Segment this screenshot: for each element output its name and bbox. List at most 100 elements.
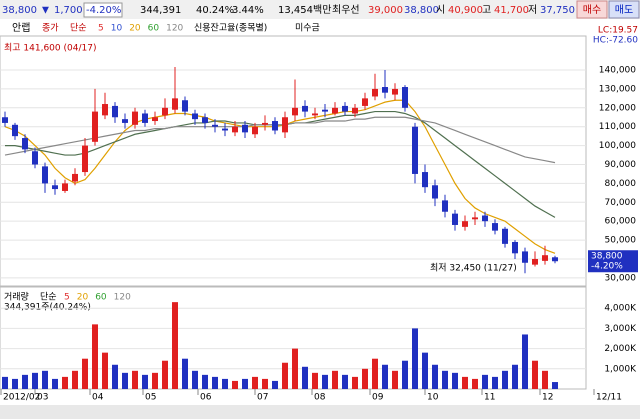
candle-body: [382, 87, 388, 93]
candle-body: [182, 100, 188, 112]
volume-bar: [412, 328, 418, 389]
candle-body: [222, 128, 228, 131]
high: 41,700: [494, 5, 529, 16]
volume-bar: [252, 376, 258, 389]
candle-body: [282, 117, 288, 133]
candle-body: [232, 126, 238, 133]
ma-type: 단순: [70, 23, 87, 34]
candle-body: [42, 166, 48, 184]
turnover: 3.44%: [232, 5, 264, 16]
x-tick-label: 2012/02: [3, 393, 40, 403]
volume-bar: [372, 358, 378, 389]
volume-bar: [102, 352, 108, 389]
candle-body: [2, 117, 8, 123]
x-tick-label: 06: [200, 393, 212, 403]
x-tick-label: 11: [484, 393, 495, 403]
sell-button[interactable]: [608, 0, 640, 19]
volume-bar: [52, 378, 58, 389]
volume-bar: [552, 382, 558, 389]
volume-bar: [462, 376, 468, 389]
x-tick-label: 12/11: [596, 393, 622, 403]
y-tick-label: 2,000K: [604, 344, 637, 354]
volume-bar: [132, 370, 138, 389]
last-pct: -4.20%: [591, 262, 623, 272]
candle-body: [192, 113, 198, 120]
price-type: 종가: [42, 23, 59, 34]
volume-bar: [92, 324, 98, 389]
volume-bar: [222, 378, 228, 389]
candle-body: [492, 223, 498, 231]
best-label: 최우선: [332, 4, 360, 16]
candle-body: [372, 88, 378, 97]
buy-button[interactable]: [576, 0, 608, 19]
volume-bar: [392, 370, 398, 389]
volume-bar: [512, 364, 518, 389]
candle-body: [142, 113, 148, 123]
candle-body: [542, 255, 548, 261]
buy-label[interactable]: 매수: [583, 4, 601, 16]
volume-bar: [62, 376, 68, 389]
candle-body: [82, 145, 88, 173]
y-tick-label: 120,000: [599, 103, 636, 113]
legend-item: 60: [95, 293, 107, 303]
x-tick-label: 03: [37, 393, 48, 403]
x-tick-label: 05: [145, 393, 156, 403]
volume-bar: [12, 378, 18, 389]
volume-bar: [192, 370, 198, 389]
change: 1,700: [54, 5, 83, 16]
candle-body: [312, 113, 318, 116]
volume-bar: [422, 352, 428, 389]
toolbar: [0, 20, 640, 36]
amount: 13,454백만: [278, 4, 331, 16]
open-label: 시: [436, 4, 445, 16]
candle-body: [472, 217, 478, 220]
candle-body: [52, 185, 58, 190]
candle-body: [92, 111, 98, 142]
candle-body: [342, 105, 348, 112]
change-pct: -4.20%: [86, 5, 121, 16]
grid: [0, 69, 586, 370]
candle-body: [302, 105, 308, 112]
candle-body: [462, 221, 468, 227]
candle-body: [72, 173, 78, 182]
volume-bar: [452, 372, 458, 389]
sell-label[interactable]: 매도: [615, 4, 633, 16]
candle-body: [122, 119, 128, 123]
candle-body: [482, 215, 488, 222]
legend-item: 10: [111, 24, 123, 34]
x-tick-label: 07: [257, 393, 268, 403]
candle-body: [62, 183, 68, 191]
candle-body: [332, 107, 338, 114]
candle-body: [152, 117, 158, 122]
candle-body: [262, 122, 268, 125]
candle-body: [162, 107, 168, 116]
volume-bar: [272, 380, 278, 389]
volume-bar: [472, 378, 478, 389]
vol-last: 344,391주(40.24%): [4, 302, 91, 313]
volume-bar: [142, 374, 148, 389]
volume-bar: [162, 360, 168, 389]
candle-body: [292, 107, 298, 116]
candle-body: [452, 213, 458, 225]
arrow: ▼: [42, 6, 49, 16]
legend-item: 20: [77, 293, 89, 303]
volume-bar: [122, 372, 128, 389]
scrollbar[interactable]: [0, 405, 640, 419]
candle-body: [522, 251, 528, 263]
volume-bar: [302, 366, 308, 389]
legend-item: 5: [64, 293, 70, 303]
candle-body: [102, 104, 108, 116]
quote-bar: [0, 0, 640, 19]
volume-bar: [532, 360, 538, 389]
candle-body: [132, 111, 138, 125]
y-tick-label: 4,000K: [604, 304, 637, 314]
y-tick-label: 100,000: [599, 141, 636, 151]
candle-body: [422, 172, 428, 188]
candle-body: [112, 105, 118, 118]
volume-bar: [72, 370, 78, 389]
vol-ratio: 40.24%: [196, 5, 234, 16]
x-tick-label: 04: [92, 393, 104, 403]
legend-item: 5: [98, 24, 104, 34]
volume-bar: [182, 358, 188, 389]
